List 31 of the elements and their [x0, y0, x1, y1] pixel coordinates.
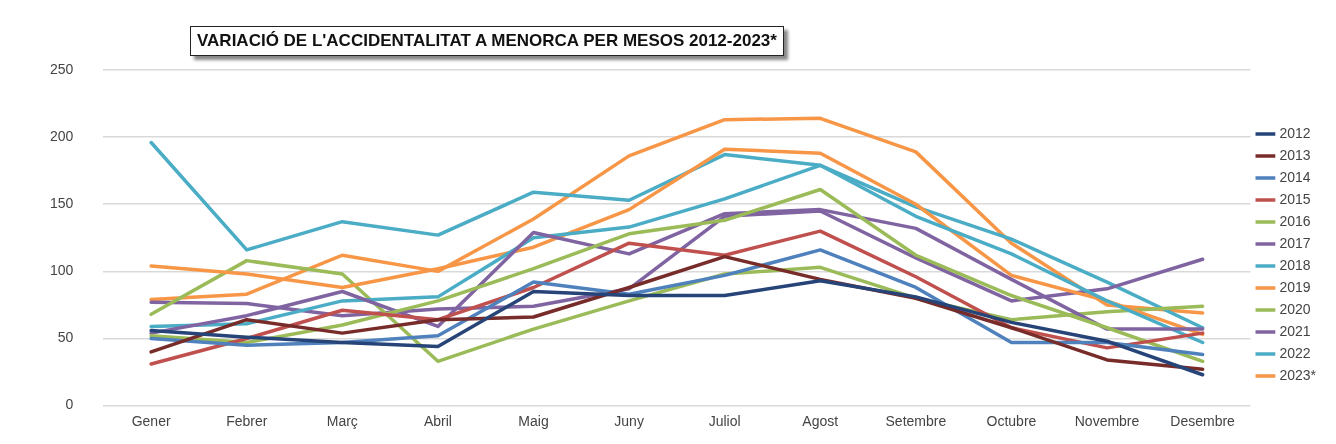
x-tick-label: Juny	[614, 412, 644, 429]
legend-label: 2019	[1279, 278, 1311, 295]
x-tick-label: Gener	[131, 412, 171, 429]
y-tick-label: 50	[57, 329, 74, 346]
legend-label: 2013	[1279, 146, 1311, 163]
legend-label: 2016	[1279, 212, 1311, 229]
y-tick-label: 150	[50, 195, 74, 212]
x-tick-label: Octubre	[986, 412, 1037, 429]
x-tick-label: Abril	[423, 412, 452, 429]
x-tick-label: Febrer	[226, 412, 268, 429]
x-tick-label: Desembre	[1170, 412, 1236, 429]
legend-label: 2017	[1279, 234, 1311, 251]
legend-label: 2018	[1279, 256, 1311, 273]
x-tick-label: Agost	[802, 412, 839, 429]
x-tick-label: Juliol	[708, 412, 741, 429]
y-tick-label: 0	[65, 396, 74, 413]
legend-label: 2014	[1279, 168, 1311, 185]
legend-label: 2022	[1279, 344, 1311, 361]
legend-label: 2012	[1279, 124, 1311, 141]
x-tick-label: Maig	[518, 412, 549, 429]
x-tick-label: Novembre	[1074, 412, 1140, 429]
y-tick-label: 250	[50, 60, 74, 77]
x-tick-label: Setembre	[885, 412, 947, 429]
legend-label: 2023*	[1279, 366, 1317, 383]
x-tick-label: Març	[326, 412, 358, 429]
legend-label: 2020	[1279, 300, 1311, 317]
legend-label: 2015	[1279, 190, 1311, 207]
y-tick-label: 100	[50, 262, 74, 279]
legend-label: 2021	[1279, 322, 1311, 339]
chart-title: VARIACIÓ DE L'ACCIDENTALITAT A MENORCA PER MESOS 2012-2023*	[190, 26, 784, 56]
y-tick-label: 200	[50, 127, 74, 144]
